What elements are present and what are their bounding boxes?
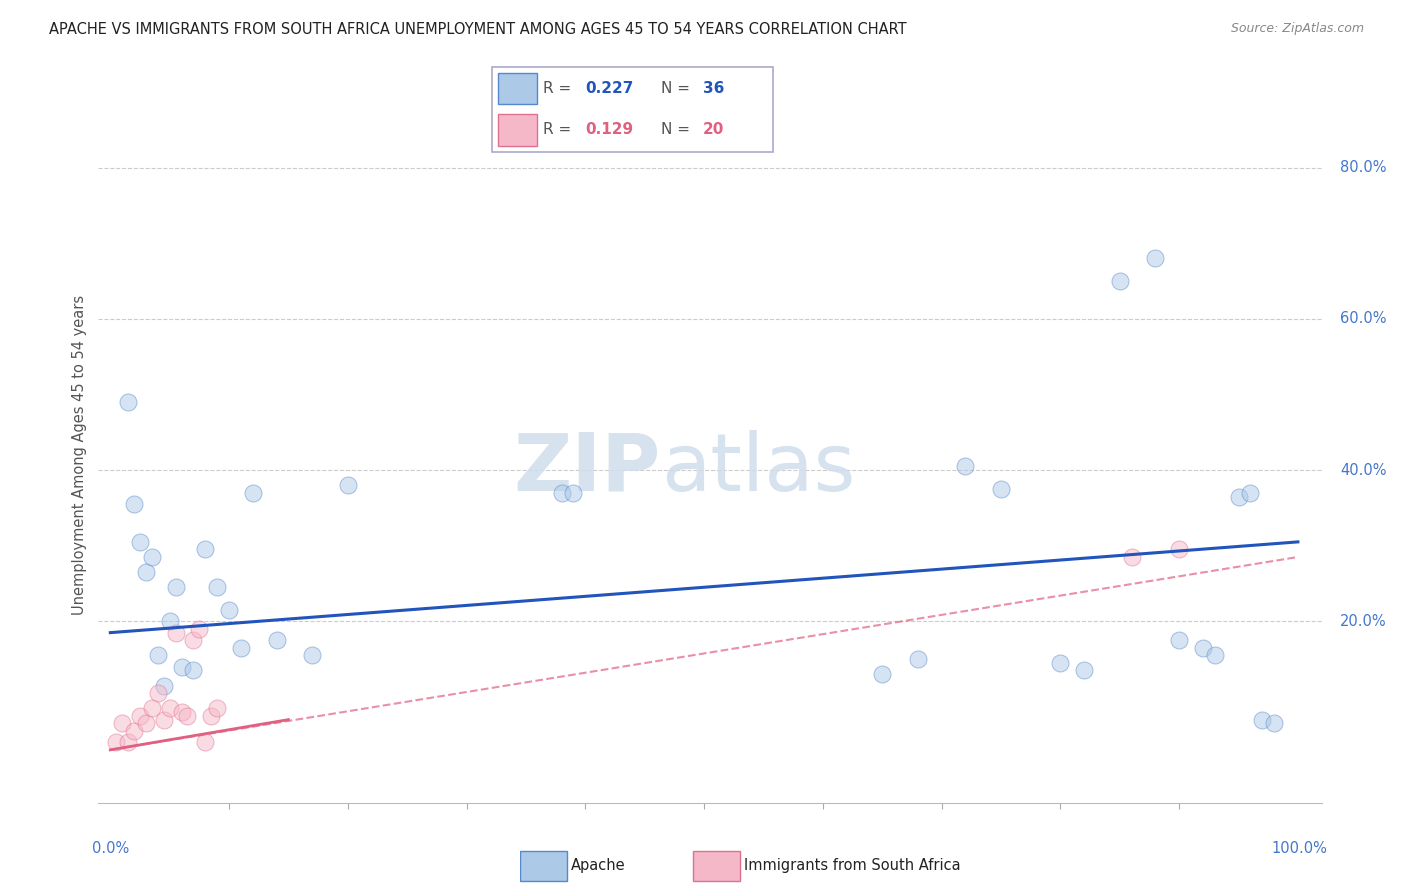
Text: atlas: atlas (661, 430, 855, 508)
Point (990, 482, 1012, 496)
Point (1168, 633, 1191, 648)
Point (1239, 485, 1261, 500)
Text: Immigrants from South Africa: Immigrants from South Africa (744, 858, 960, 872)
Text: 60.0%: 60.0% (1340, 311, 1386, 326)
Point (176, 708, 198, 723)
Point (146, 648, 169, 663)
Point (159, 615, 181, 629)
Text: N =: N = (661, 122, 695, 137)
Point (152, 679, 174, 693)
Point (194, 735, 217, 749)
FancyBboxPatch shape (520, 851, 567, 881)
Point (129, 534, 152, 549)
Text: Source: ZipAtlas.com: Source: ZipAtlas.com (1230, 22, 1364, 36)
Point (183, 664, 205, 678)
Point (242, 485, 264, 500)
Point (301, 648, 323, 663)
Point (188, 622, 211, 636)
Text: 20: 20 (703, 122, 724, 137)
Point (1073, 664, 1095, 678)
Point (218, 603, 240, 617)
Point (205, 580, 228, 594)
Point (907, 652, 929, 666)
Point (135, 716, 157, 731)
Y-axis label: Unemployment Among Ages 45 to 54 years: Unemployment Among Ages 45 to 54 years (72, 295, 87, 615)
Point (111, 716, 134, 731)
Point (183, 633, 205, 648)
FancyBboxPatch shape (492, 67, 773, 152)
Point (135, 565, 157, 579)
Point (146, 686, 169, 700)
Point (122, 497, 145, 511)
Point (105, 735, 128, 749)
FancyBboxPatch shape (498, 73, 537, 104)
Text: 100.0%: 100.0% (1272, 841, 1327, 856)
Text: N =: N = (661, 81, 695, 96)
Point (170, 659, 193, 673)
Point (1263, 716, 1285, 731)
Text: Apache: Apache (571, 858, 626, 872)
Text: R =: R = (543, 122, 576, 137)
Point (141, 549, 163, 564)
Text: 36: 36 (703, 81, 724, 96)
Text: 20.0%: 20.0% (1340, 614, 1386, 629)
Point (141, 701, 163, 715)
Text: 80.0%: 80.0% (1340, 160, 1386, 175)
Point (1108, 274, 1130, 288)
Point (1144, 252, 1167, 266)
Point (152, 713, 174, 727)
Point (266, 633, 288, 648)
Point (1168, 542, 1191, 557)
Point (205, 701, 228, 715)
Point (122, 723, 145, 738)
Point (550, 485, 572, 500)
Point (194, 542, 217, 557)
Point (1251, 713, 1274, 727)
Point (117, 395, 139, 409)
Point (870, 667, 893, 681)
Point (129, 708, 152, 723)
Text: 40.0%: 40.0% (1340, 463, 1386, 477)
Text: ZIP: ZIP (513, 430, 661, 508)
Point (1204, 648, 1226, 663)
Point (117, 735, 139, 749)
FancyBboxPatch shape (693, 851, 740, 881)
Point (159, 701, 181, 715)
Point (170, 705, 193, 719)
Text: APACHE VS IMMIGRANTS FROM SOUTH AFRICA UNEMPLOYMENT AMONG AGES 45 TO 54 YEARS CO: APACHE VS IMMIGRANTS FROM SOUTH AFRICA U… (49, 22, 907, 37)
Point (955, 459, 977, 474)
Point (229, 640, 252, 655)
Text: 0.0%: 0.0% (93, 841, 129, 856)
FancyBboxPatch shape (498, 114, 537, 145)
Text: 0.129: 0.129 (585, 122, 633, 137)
Point (562, 485, 585, 500)
Point (200, 708, 222, 723)
Point (165, 580, 187, 594)
Point (336, 478, 359, 492)
Point (1049, 656, 1071, 670)
Text: R =: R = (543, 81, 576, 96)
Point (1192, 640, 1215, 655)
Point (1121, 549, 1143, 564)
Text: 0.227: 0.227 (585, 81, 633, 96)
Point (165, 625, 187, 640)
Point (1227, 490, 1250, 504)
